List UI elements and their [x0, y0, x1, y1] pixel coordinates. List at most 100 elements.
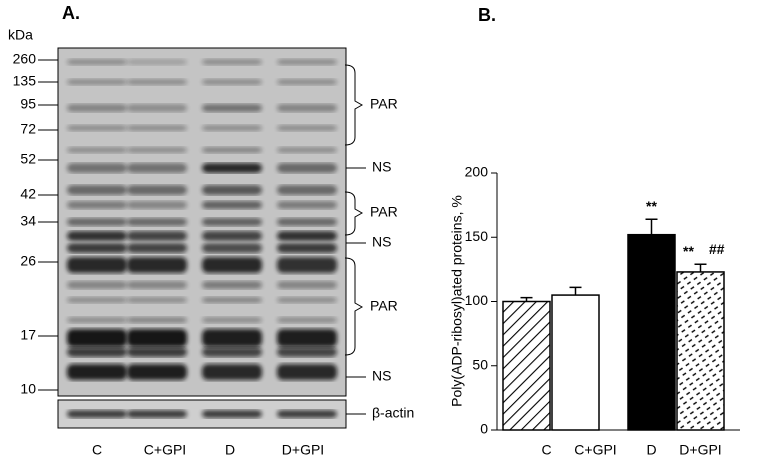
blot-band: [127, 297, 187, 303]
blot-band: [277, 125, 337, 131]
blot-band: [67, 297, 127, 303]
annotation-label: PAR: [370, 204, 398, 220]
marker-label: 10: [20, 381, 36, 397]
blot-band: [277, 317, 337, 323]
blot-band: [67, 147, 127, 153]
blot-band: [127, 364, 187, 380]
blot-band: [67, 125, 127, 131]
marker-label: 95: [20, 96, 36, 112]
blot-band: [127, 163, 187, 173]
bar: [502, 300, 551, 431]
blot-band: [127, 231, 187, 241]
x-tick-label: C+GPI: [574, 442, 616, 458]
bracket: [344, 191, 364, 236]
y-tick-label: 0: [480, 421, 488, 437]
blot-band: [67, 104, 127, 112]
annotation-label: NS: [372, 368, 391, 384]
western-blot: [57, 47, 347, 429]
marker-label: 52: [20, 151, 36, 167]
blot-band: [277, 218, 337, 226]
bar: [676, 271, 725, 431]
blot-band: [202, 79, 262, 85]
blot-band: [277, 329, 337, 347]
blot-band: [127, 329, 187, 347]
blot-band: [277, 185, 337, 195]
annotation-label: PAR: [370, 298, 398, 314]
blot-band: [127, 410, 187, 418]
blot-band: [67, 59, 127, 65]
annotation-label: NS: [372, 159, 391, 175]
panel-label: A.: [62, 3, 80, 23]
lane-label: C: [92, 442, 102, 458]
blot-band: [67, 257, 127, 273]
blot-band: [67, 329, 127, 347]
blot-band: [67, 281, 127, 289]
blot-band: [202, 243, 262, 253]
y-tick-label: 50: [472, 356, 488, 372]
marker-label: 260: [13, 51, 37, 67]
loading-control-label: β-actin: [372, 405, 414, 421]
blot-band: [67, 347, 127, 357]
blot-band: [202, 163, 262, 173]
blot-band: [202, 317, 262, 323]
significance-mark: **: [683, 243, 694, 259]
blot-band: [202, 104, 262, 112]
blot-band: [67, 79, 127, 85]
blot-band: [277, 297, 337, 303]
blot-band: [127, 218, 187, 226]
y-tick-label: 200: [465, 164, 489, 180]
blot-band: [277, 231, 337, 241]
y-axis-title: Poly(ADP-ribosyl)ated proteins, %: [449, 195, 465, 407]
marker-label: 72: [20, 121, 36, 137]
blot-band: [202, 201, 262, 209]
bar: [627, 233, 676, 431]
blot-band: [127, 281, 187, 289]
lane-label: D: [225, 442, 235, 458]
annotation-label: NS: [372, 234, 391, 250]
blot-band: [127, 243, 187, 253]
unit-label: kDa: [8, 27, 33, 43]
blot-band: [202, 347, 262, 357]
blot-band: [127, 317, 187, 323]
blot-band: [277, 243, 337, 253]
marker-label: 135: [13, 73, 37, 89]
y-tick-label: 150: [465, 228, 489, 244]
marker-label: 26: [20, 253, 36, 269]
blot-band: [202, 364, 262, 380]
marker-label: 42: [20, 186, 36, 202]
bar: [551, 294, 600, 431]
blot-band: [127, 59, 187, 65]
blot-band: [202, 147, 262, 153]
blot-band: [67, 243, 127, 253]
blot-band: [277, 257, 337, 273]
blot-band: [67, 163, 127, 173]
blot-band: [277, 147, 337, 153]
blot-band: [67, 201, 127, 209]
blot-band: [127, 201, 187, 209]
lane-label: D+GPI: [282, 442, 324, 458]
blot-band: [67, 185, 127, 195]
x-tick-label: D: [646, 442, 656, 458]
blot-band: [67, 231, 127, 241]
blot-band: [127, 185, 187, 195]
blot-band: [67, 364, 127, 380]
bracket: [344, 64, 364, 146]
blot-band: [202, 329, 262, 347]
blot-band: [202, 297, 262, 303]
blot-band: [202, 218, 262, 226]
blot-band: [202, 257, 262, 273]
blot-band: [277, 79, 337, 85]
significance-mark: **: [646, 198, 657, 214]
blot-band: [127, 147, 187, 153]
blot-band: [127, 104, 187, 112]
blot-band: [127, 125, 187, 131]
blot-band: [277, 163, 337, 173]
blot-band: [277, 104, 337, 112]
blot-band: [277, 410, 337, 418]
blot-band: [277, 59, 337, 65]
y-tick-label: 100: [465, 292, 489, 308]
blot-band: [67, 218, 127, 226]
blot-band: [67, 317, 127, 323]
blot-band: [127, 257, 187, 273]
